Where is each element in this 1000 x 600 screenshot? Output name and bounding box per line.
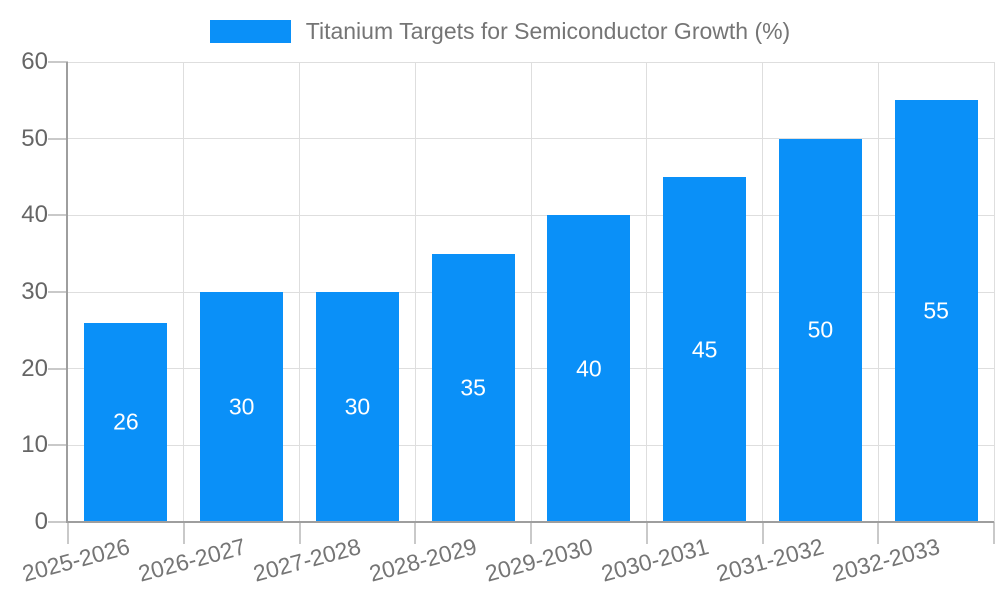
x-gridline: [762, 62, 763, 522]
bar: [894, 100, 978, 522]
x-gridline: [530, 62, 532, 522]
y-tick: [48, 444, 68, 447]
legend-label: Titanium Targets for Semiconductor Growt…: [305, 17, 791, 44]
x-tick-label: 2028-2029: [366, 533, 480, 587]
x-gridline: [414, 62, 416, 522]
y-tick: [48, 521, 68, 523]
y-tick: [48, 367, 68, 370]
y-tick-label: 20: [21, 354, 48, 382]
x-tick-label: 2025-2026: [19, 533, 133, 587]
x-axis-line: [66, 521, 994, 523]
x-tick: [761, 522, 764, 544]
x-tick: [645, 522, 648, 544]
x-gridline: [877, 62, 879, 522]
bar: [663, 177, 747, 522]
bar-value-label: 45: [691, 336, 718, 362]
plot-area: 0 10 20 30 40 50 60 26 2025-2026 30 2026-2027 30 202…: [19, 49, 995, 587]
y-tick-label: 10: [21, 431, 48, 459]
legend-swatch: [209, 19, 291, 43]
bar: [778, 138, 862, 522]
bar: [315, 292, 399, 522]
y-tick-label: 0: [34, 508, 48, 535]
y-tick: [48, 214, 68, 217]
bar-value-label: 26: [113, 408, 139, 435]
bar: [431, 253, 515, 522]
y-tick: [48, 291, 68, 293]
x-gridline: [646, 62, 648, 522]
bar-value-label: 40: [576, 355, 602, 382]
y-tick-label: 50: [21, 124, 48, 152]
x-tick-label: 2031-2032: [713, 533, 827, 587]
bar: [547, 215, 631, 522]
bar-value-label: 50: [807, 316, 834, 343]
bar-value-label: 30: [344, 393, 371, 420]
y-tick: [48, 137, 68, 140]
y-tick-label: 30: [21, 278, 48, 305]
bar-value-label: 55: [923, 297, 949, 324]
x-gridline: [183, 62, 185, 522]
x-tick-label: 2026-2027: [135, 533, 249, 587]
x-tick-label: 2030-2031: [598, 533, 712, 587]
x-tick: [298, 522, 301, 544]
bar: [84, 322, 168, 522]
x-tick-label: 2032-2033: [829, 533, 943, 587]
y-tick-label: 60: [21, 48, 48, 75]
legend[interactable]: Titanium Targets for Semiconductor Growt…: [0, 14, 1000, 48]
y-tick-label: 40: [21, 201, 48, 229]
bar-value-label: 35: [460, 374, 486, 401]
bar: [200, 292, 284, 522]
x-tick: [182, 522, 185, 544]
x-tick-label: 2027-2028: [250, 533, 364, 587]
x-tick: [414, 522, 417, 544]
x-gridline: [299, 62, 300, 522]
bar-value-label: 30: [228, 393, 255, 420]
x-tick: [530, 522, 532, 544]
x-tick-label: 2029-2030: [482, 533, 596, 587]
y-tick: [48, 61, 68, 63]
y-axis-line: [66, 62, 68, 522]
x-tick: [993, 522, 995, 544]
x-gridline: [993, 62, 995, 522]
x-tick: [877, 522, 880, 544]
x-tick: [67, 522, 69, 544]
